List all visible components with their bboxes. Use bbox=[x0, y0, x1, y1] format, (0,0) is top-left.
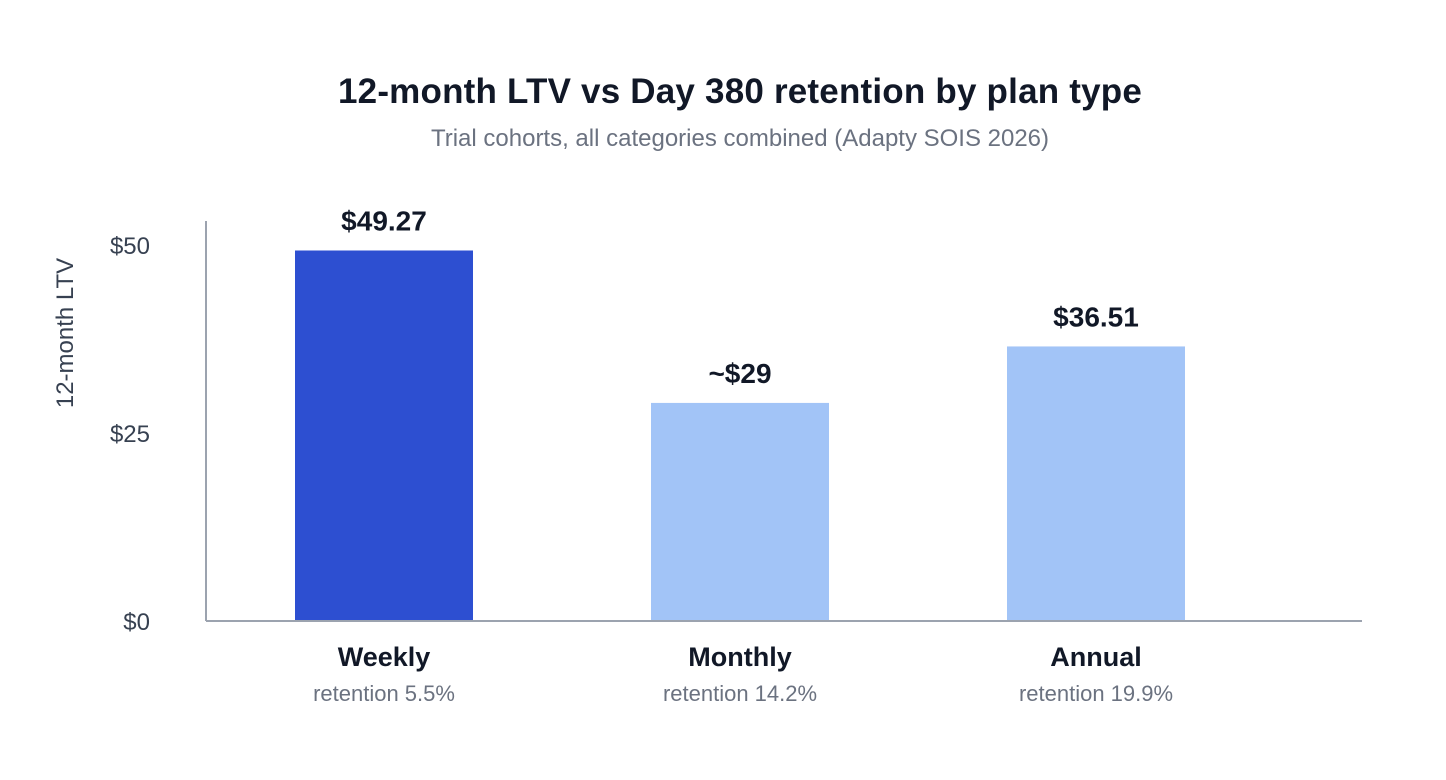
y-axis-title: 12-month LTV bbox=[52, 258, 79, 408]
chart-title: 12-month LTV vs Day 380 retention by pla… bbox=[337, 72, 1142, 111]
bar-weekly bbox=[295, 250, 473, 621]
retention-label-weekly: retention 5.5% bbox=[313, 681, 455, 706]
retention-label-monthly: retention 14.2% bbox=[663, 681, 817, 706]
data-label-monthly: ~$29 bbox=[708, 358, 771, 389]
data-label-weekly: $49.27 bbox=[341, 205, 427, 236]
x-tick-label-weekly: Weekly bbox=[338, 642, 431, 672]
y-tick-label: $25 bbox=[110, 421, 150, 448]
x-tick-label-annual: Annual bbox=[1050, 642, 1142, 672]
bar-annual bbox=[1007, 346, 1185, 621]
chart-subtitle: Trial cohorts, all categories combined (… bbox=[430, 125, 1050, 152]
data-label-annual: $36.51 bbox=[1053, 301, 1139, 332]
retention-label-annual: retention 19.9% bbox=[1019, 681, 1173, 706]
y-tick-label: $0 bbox=[123, 609, 150, 636]
x-tick-label-monthly: Monthly bbox=[688, 642, 791, 672]
y-tick-label: $50 bbox=[110, 233, 150, 260]
bar-monthly bbox=[651, 402, 829, 621]
